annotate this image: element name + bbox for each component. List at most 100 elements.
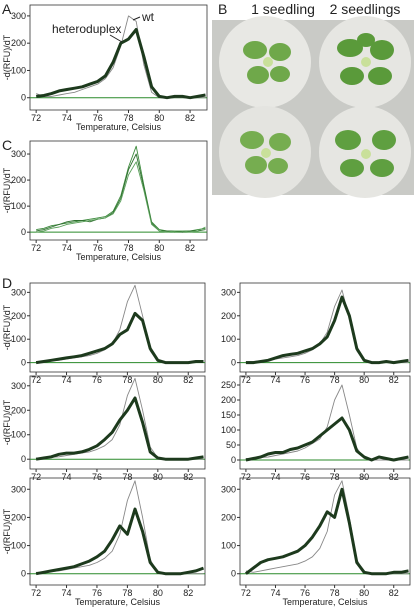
- y-tick-label: 0: [231, 569, 236, 579]
- x-tick-label: 82: [185, 113, 195, 123]
- panel-label: C: [2, 137, 12, 153]
- y-tick-label: 200: [11, 175, 26, 185]
- x-tick-label: 78: [122, 375, 132, 385]
- y-tick-label: 200: [11, 405, 26, 415]
- x-tick-label: 74: [62, 113, 72, 123]
- y-tick-label: 100: [11, 541, 26, 551]
- curve: [245, 289, 409, 364]
- plot-frame: [29, 282, 206, 373]
- y-axis-label: -d(RFU)/dT: [2, 167, 12, 213]
- panel-label: A: [2, 1, 12, 17]
- y-tick-label: 0: [21, 227, 26, 237]
- y-tick-label: 250: [221, 380, 236, 390]
- x-tick-label: 74: [270, 472, 280, 482]
- y-tick-label: 200: [11, 38, 26, 48]
- x-axis-label: Temperature, Celsius: [282, 597, 368, 607]
- y-tick-label: 100: [11, 201, 26, 211]
- curve: [35, 507, 205, 576]
- x-tick-label: 72: [241, 472, 251, 482]
- x-tick-label: 78: [330, 472, 340, 482]
- x-tick-label: 78: [123, 113, 133, 123]
- x-tick-label: 80: [154, 113, 164, 123]
- x-axis-label: Temperature, Celsius: [75, 597, 161, 607]
- x-tick-label: 80: [153, 588, 163, 598]
- y-tick-label: 300: [11, 11, 26, 21]
- seedling-photo: [212, 16, 414, 198]
- x-tick-label: 72: [31, 375, 41, 385]
- plot-frame: [29, 140, 208, 241]
- x-tick-label: 80: [153, 472, 163, 482]
- annotation-arrow: [132, 16, 141, 21]
- plot-frame: [29, 477, 206, 586]
- x-tick-label: 78: [330, 588, 340, 598]
- x-tick-label: 78: [122, 472, 132, 482]
- y-tick-label: 100: [11, 334, 26, 344]
- plot-frame: [239, 282, 411, 373]
- plot-frame: [29, 4, 208, 111]
- curve: [36, 28, 206, 100]
- y-tick-label: 300: [11, 287, 26, 297]
- y-tick-label: 0: [21, 569, 26, 579]
- x-tick-label: 80: [359, 375, 369, 385]
- y-axis-label: -d(RFU)/dT: [2, 508, 12, 554]
- photo-label: 2 seedlings: [330, 1, 401, 17]
- x-tick-label: 74: [62, 588, 72, 598]
- x-tick-label: 76: [93, 243, 103, 253]
- x-tick-label: 78: [122, 588, 132, 598]
- x-tick-label: 72: [31, 588, 41, 598]
- y-tick-label: 200: [221, 395, 236, 405]
- x-tick-label: 82: [183, 588, 193, 598]
- plot-frame: [239, 375, 411, 470]
- curve: [36, 161, 206, 233]
- x-tick-label: 80: [359, 472, 369, 482]
- x-tick-label: 76: [92, 588, 102, 598]
- curve: [36, 153, 206, 233]
- y-tick-label: 0: [231, 455, 236, 465]
- x-tick-label: 80: [359, 588, 369, 598]
- annotation: wt: [141, 10, 155, 24]
- plot-frame: [239, 477, 411, 586]
- x-tick-label: 72: [241, 588, 251, 598]
- y-tick-label: 200: [221, 512, 236, 522]
- plot-frame: [29, 375, 206, 470]
- x-tick-label: 76: [92, 472, 102, 482]
- y-tick-label: 100: [11, 65, 26, 75]
- y-axis-label: -d(RFU)/dT: [2, 399, 12, 445]
- y-tick-label: 200: [11, 311, 26, 321]
- x-tick-label: 80: [154, 243, 164, 253]
- y-tick-label: 200: [11, 512, 26, 522]
- x-tick-label: 74: [62, 375, 72, 385]
- annotation-arrow: [109, 34, 123, 43]
- x-tick-label: 78: [123, 243, 133, 253]
- x-tick-label: 72: [31, 243, 41, 253]
- x-tick-label: 80: [153, 375, 163, 385]
- y-axis-label: -d(RFU)/dT: [2, 304, 12, 350]
- y-tick-label: 100: [221, 541, 236, 551]
- x-tick-label: 76: [300, 375, 310, 385]
- x-tick-label: 72: [31, 113, 41, 123]
- curve: [245, 416, 409, 462]
- x-tick-label: 74: [270, 588, 280, 598]
- x-tick-label: 74: [270, 375, 280, 385]
- curve: [245, 295, 409, 365]
- y-axis-label: -d(RFU)/dT: [2, 34, 12, 80]
- x-tick-label: 76: [92, 375, 102, 385]
- curve: [244, 487, 409, 576]
- y-tick-label: 300: [11, 484, 26, 494]
- y-tick-label: 100: [11, 430, 26, 440]
- y-tick-label: 150: [221, 410, 236, 420]
- x-axis-label: Temperature, Celsius: [76, 122, 162, 132]
- photo-label: 1 seedling: [251, 1, 315, 17]
- y-tick-label: 300: [11, 381, 26, 391]
- curve: [36, 145, 206, 233]
- curve: [36, 284, 204, 364]
- x-tick-label: 76: [300, 472, 310, 482]
- curve: [35, 396, 204, 461]
- x-tick-label: 82: [389, 588, 399, 598]
- y-tick-label: 300: [11, 149, 26, 159]
- y-tick-label: 100: [221, 425, 236, 435]
- x-tick-label: 76: [300, 588, 310, 598]
- y-tick-label: 0: [21, 454, 26, 464]
